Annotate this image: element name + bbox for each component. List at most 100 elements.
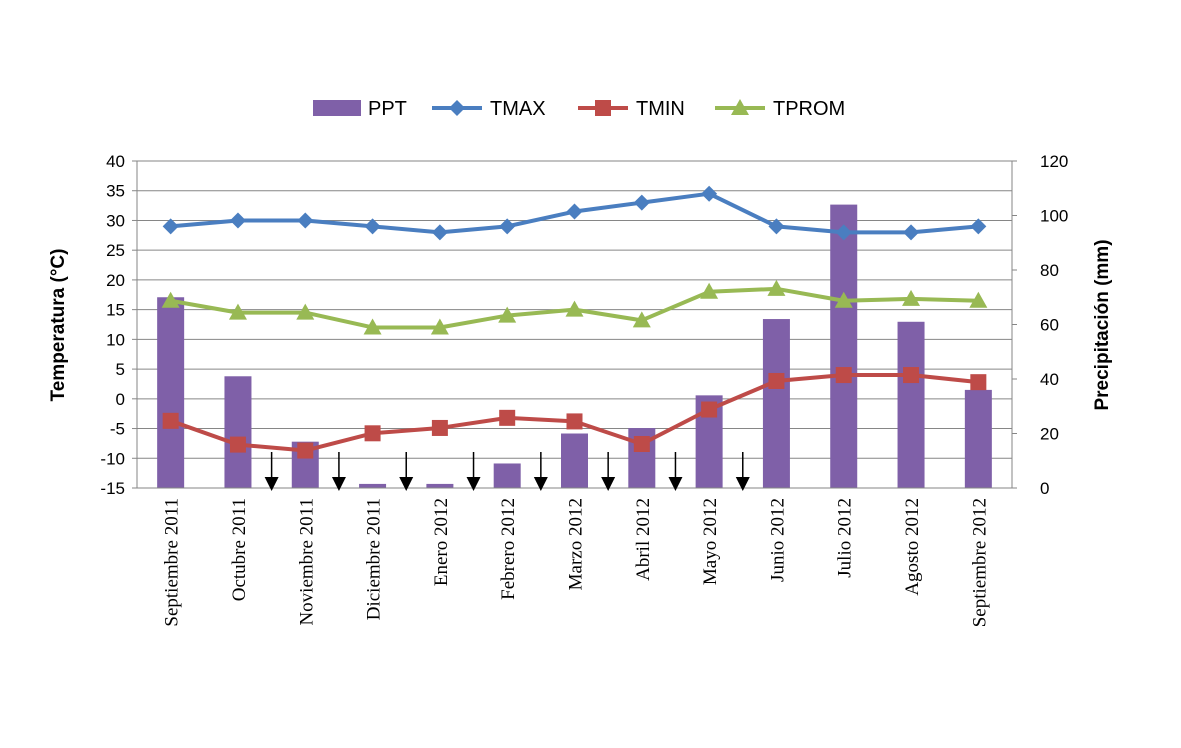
ppt-bar [157, 297, 185, 488]
down-arrow-head [466, 477, 481, 491]
tmax-marker [566, 203, 583, 220]
right-tick-label: 100 [1040, 207, 1068, 226]
left-tick-label: 10 [106, 330, 125, 349]
tmax-marker [162, 218, 179, 235]
category-label: Abril 2012 [633, 498, 654, 581]
axis-ticks: -15 -10 -5 0 5 10 15 20 25 30 35 40 0 20 40 60 80 100 120 S… [100, 152, 1068, 627]
tmin-marker [364, 425, 381, 442]
right-tick-label: 0 [1040, 479, 1049, 498]
legend-tmax-marker [449, 100, 465, 116]
ppt-bar [830, 204, 858, 488]
tmax-marker [903, 224, 920, 241]
tprom-marker [632, 311, 651, 328]
gridlines [137, 160, 1012, 489]
left-tick-label: 25 [106, 241, 125, 260]
down-arrow-head [601, 477, 616, 491]
tmin-marker [431, 419, 448, 436]
tprom-marker [700, 282, 719, 299]
right-axis-title: Precipitación (mm) [1092, 239, 1113, 410]
down-arrow-head [399, 477, 414, 491]
tprom-marker [902, 289, 921, 306]
down-arrow-head [735, 477, 750, 491]
legend-tprom-marker [731, 99, 749, 115]
tmin-marker [566, 413, 583, 430]
legend: PPT TMAX TMIN TPROM [313, 98, 845, 120]
tmax-marker [768, 218, 785, 235]
left-axis-title: Temperatura (°C) [48, 249, 69, 402]
ppt-bar [426, 483, 454, 488]
right-tick-label: 20 [1040, 425, 1059, 444]
left-tick-label: -15 [100, 479, 125, 498]
tmax-marker [499, 218, 516, 235]
tprom-marker [430, 318, 449, 335]
ppt-bars [157, 204, 992, 488]
left-tick-label: 0 [116, 390, 125, 409]
category-label: Septiembre 2011 [162, 498, 183, 627]
tmax-marker [431, 224, 448, 241]
tmin-marker [162, 412, 179, 429]
category-label: Noviembre 2011 [296, 498, 317, 626]
category-label: Marzo 2012 [566, 498, 587, 590]
legend-tmax-label: TMAX [490, 98, 546, 120]
ppt-bar [561, 433, 588, 488]
tprom-marker [498, 306, 517, 323]
tprom-marker [161, 291, 180, 308]
legend-tmin-label: TMIN [636, 98, 685, 120]
down-arrow-head [668, 477, 683, 491]
category-label: Septiembre 2012 [969, 498, 990, 627]
tmin-marker [701, 401, 718, 418]
tmin-marker [499, 409, 516, 426]
annotation-arrows [264, 452, 750, 491]
tmax-marker [970, 218, 987, 235]
category-label: Mayo 2012 [700, 498, 721, 585]
tmin-marker [633, 436, 650, 453]
ppt-bar [224, 376, 252, 488]
ppt-bar [359, 483, 387, 488]
right-tick-label: 40 [1040, 370, 1059, 389]
tprom-marker [363, 318, 382, 335]
tmax-marker [835, 224, 852, 241]
category-label: Julio 2012 [835, 498, 856, 578]
category-label: Febrero 2012 [498, 498, 519, 600]
right-tick-label: 80 [1040, 261, 1059, 280]
down-arrow-head [533, 477, 548, 491]
tprom-marker [969, 291, 988, 308]
right-tick-label: 120 [1040, 152, 1068, 171]
down-arrow-head [264, 477, 279, 491]
tprom-marker [296, 303, 315, 320]
temperature-markers [161, 185, 988, 459]
tmax-marker [633, 194, 650, 211]
left-tick-label: 5 [116, 360, 125, 379]
ppt-bar [762, 319, 790, 488]
left-tick-label: 30 [106, 211, 125, 230]
category-label: Agosto 2012 [902, 498, 923, 596]
ppt-bar [897, 321, 925, 488]
tmin-marker [229, 436, 246, 453]
legend-tprom-label: TPROM [773, 98, 845, 120]
tmin-marker [297, 442, 314, 459]
left-tick-label: 15 [106, 301, 125, 320]
tprom-marker [565, 300, 584, 317]
category-label: Diciembre 2011 [364, 498, 385, 620]
category-label: Enero 2012 [431, 498, 452, 586]
left-tick-label: -5 [110, 420, 125, 439]
category-label: Octubre 2011 [229, 498, 250, 601]
left-tick-label: 35 [106, 182, 125, 201]
right-tick-label: 60 [1040, 316, 1059, 335]
legend-ppt-swatch [313, 100, 361, 116]
tprom-marker [228, 303, 247, 320]
left-tick-label: -10 [100, 449, 125, 468]
category-label: Junio 2012 [767, 498, 788, 582]
tmax-marker [297, 212, 314, 229]
tmin-marker [768, 372, 785, 389]
down-arrow-head [331, 477, 346, 491]
tmax-marker [701, 185, 718, 202]
tmax-marker [364, 218, 381, 235]
tmax-marker [229, 212, 246, 229]
legend-ppt-label: PPT [368, 98, 407, 120]
tprom-marker [767, 279, 786, 296]
tmin-marker [970, 374, 987, 391]
left-tick-label: 20 [106, 271, 125, 290]
